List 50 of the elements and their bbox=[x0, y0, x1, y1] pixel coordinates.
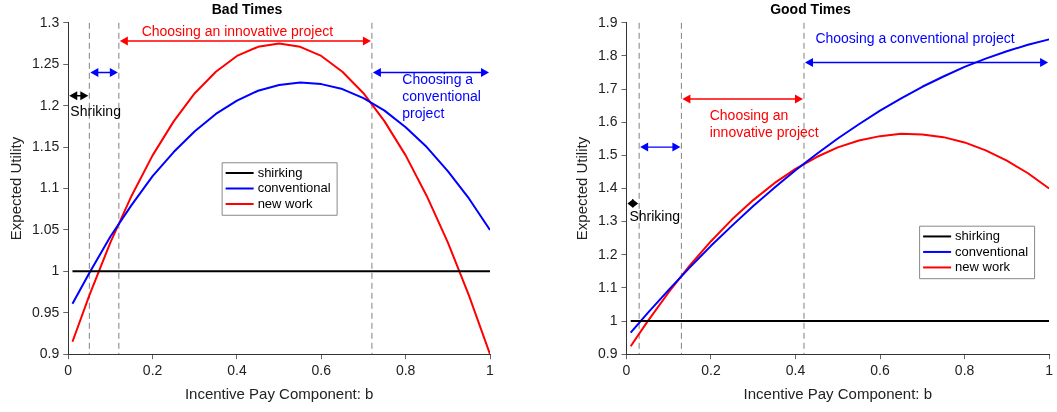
annotation: Choosing an innovative project bbox=[709, 106, 819, 140]
y-tick-label: 1.15 bbox=[32, 137, 60, 154]
y-tick-label: 0.9 bbox=[39, 345, 60, 362]
chart-title: Good Times bbox=[770, 1, 852, 18]
y-tick-label: 1.3 bbox=[39, 13, 60, 30]
y-tick-label: 1.2 bbox=[39, 96, 60, 113]
y-tick-label: 1.5 bbox=[597, 146, 618, 163]
annotation: Choosing an innovative project bbox=[141, 22, 334, 39]
x-axis-title: Incentive Pay Component: b bbox=[184, 385, 374, 403]
annotation: Shriking bbox=[70, 102, 121, 119]
x-tick-label: 0.4 bbox=[227, 362, 247, 379]
annotation: Choosing a conventional project bbox=[815, 30, 1015, 47]
y-tick-label: 1.6 bbox=[597, 113, 618, 130]
y-tick-label: 1 bbox=[51, 262, 60, 279]
x-tick-label: 0.8 bbox=[395, 362, 416, 379]
y-tick-label: 1.7 bbox=[597, 79, 618, 96]
y-tick-label: 1.2 bbox=[597, 245, 618, 262]
y-axis-title: Expected Utility bbox=[573, 136, 591, 241]
y-tick-label: 0.9 bbox=[597, 345, 618, 362]
legend-label: conventional bbox=[955, 243, 1029, 259]
x-tick-label: 0.8 bbox=[954, 362, 975, 379]
x-tick-label: 0.2 bbox=[701, 362, 721, 379]
x-axis-title: Incentive Pay Component: b bbox=[743, 385, 933, 403]
y-tick-label: 1.05 bbox=[32, 220, 60, 237]
legend-label: new work bbox=[257, 195, 314, 211]
y-axis-title: Expected Utility bbox=[7, 136, 25, 241]
annotation: Choosing a conventional project bbox=[402, 71, 481, 122]
legend-label: new work bbox=[955, 259, 1011, 275]
x-tick-label: 0.4 bbox=[785, 362, 806, 379]
y-tick-label: 1.4 bbox=[597, 179, 618, 196]
x-tick-label: 0.6 bbox=[870, 362, 890, 379]
y-tick-label: 1.9 bbox=[597, 13, 618, 30]
y-tick-label: 1.25 bbox=[32, 55, 60, 72]
x-tick-label: 0.2 bbox=[142, 362, 163, 379]
y-tick-label: 1.1 bbox=[597, 278, 618, 295]
x-tick-label: 1 bbox=[486, 362, 495, 379]
legend-label: shirking bbox=[955, 228, 1000, 244]
chart-title: Bad Times bbox=[211, 1, 283, 18]
legend-label: shirking bbox=[257, 164, 303, 180]
y-tick-label: 1.1 bbox=[39, 179, 60, 196]
annotation: Shriking bbox=[629, 208, 681, 225]
x-tick-label: 1 bbox=[1045, 362, 1054, 379]
legend-label: conventional bbox=[257, 180, 331, 196]
y-tick-label: 0.95 bbox=[32, 303, 60, 320]
y-tick-label: 1.3 bbox=[597, 212, 618, 229]
x-tick-label: 0 bbox=[64, 362, 73, 379]
y-tick-label: 1.8 bbox=[597, 46, 618, 63]
x-tick-label: 0.6 bbox=[311, 362, 332, 379]
x-tick-label: 0 bbox=[622, 362, 631, 379]
y-tick-label: 1 bbox=[609, 311, 618, 328]
